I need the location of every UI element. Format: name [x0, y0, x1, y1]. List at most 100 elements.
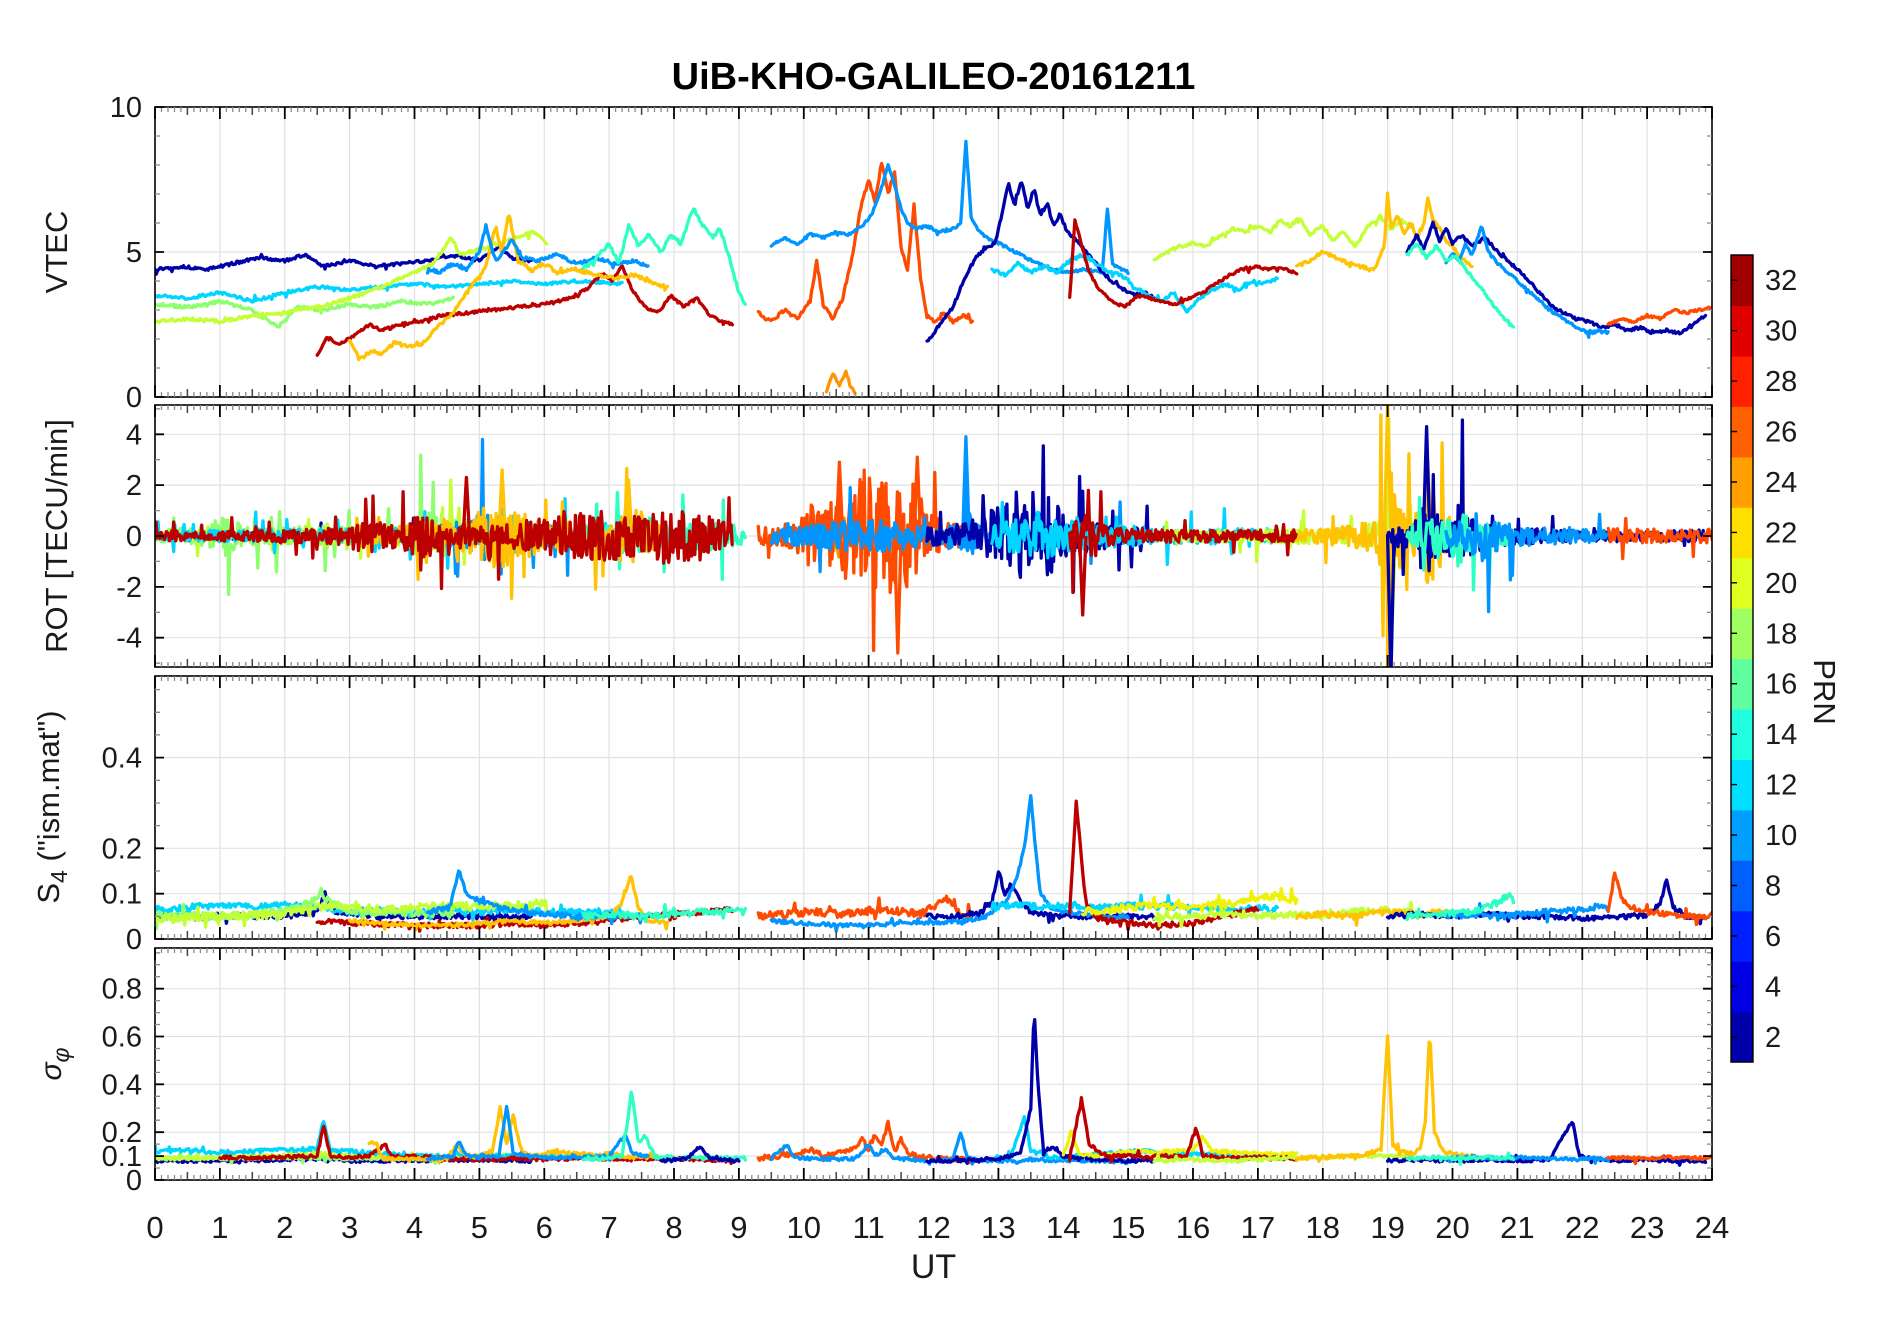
xtick-label: 5: [471, 1210, 488, 1245]
ytick-label-s4: 0.4: [102, 743, 142, 775]
series-vtec: [155, 139, 1712, 396]
xtick-label: 13: [981, 1210, 1015, 1245]
ytick-label-s4: 0: [126, 924, 142, 956]
ytick-label-rot: 2: [126, 470, 142, 502]
trace-prn-8: [1444, 225, 1610, 339]
trace-prn-30: [1068, 218, 1299, 309]
xtick-label: 12: [916, 1210, 950, 1245]
trace-prn-16: [155, 295, 456, 329]
trace-prn-12: [990, 500, 1279, 567]
xtick-label: 2: [276, 1210, 293, 1245]
colorbar-segment: [1731, 961, 1753, 1013]
colorbar-segment: [1731, 910, 1753, 962]
ytick-label-sigma_phi: 0: [126, 1165, 142, 1197]
panel-sigma_phi: 00.10.2 0.4 0.6 0.8: [102, 947, 1713, 1197]
trace-prn-30: [315, 264, 735, 357]
xtick-label: 1: [211, 1210, 228, 1245]
trace-prn-30: [1068, 488, 1298, 595]
trace-prn-12: [990, 893, 1279, 919]
ytick-label-vtec: 5: [126, 237, 142, 269]
colorbar-segment: [1731, 759, 1753, 811]
xtick-label: 21: [1500, 1210, 1534, 1245]
colorbar-tick-label: 32: [1765, 265, 1797, 297]
colorbar-segment: [1731, 1011, 1753, 1063]
ytick-label-vtec: 0: [126, 382, 142, 414]
prn-colorbar-label: PRN: [1807, 659, 1842, 725]
trace-prn-4: [1405, 220, 1708, 336]
trace-prn-3: [155, 244, 533, 276]
trace-prn-8: [1444, 901, 1610, 924]
xtick-label: 7: [600, 1210, 617, 1245]
trace-prn-8: [1444, 512, 1610, 614]
trace-prn-26: [1606, 516, 1712, 561]
trace-prn-8: [425, 1104, 650, 1162]
s4-label-rest: ("ism.mat"): [31, 710, 66, 871]
xtick-label: 19: [1370, 1210, 1404, 1245]
xtick-label: 8: [665, 1210, 682, 1245]
xtick-label: 24: [1695, 1210, 1729, 1245]
s4-label-subscript: 4: [46, 870, 72, 883]
trace-prn-26: [756, 161, 975, 325]
colorbar-tick-label: 18: [1765, 618, 1797, 650]
trace-prn-14: [581, 207, 748, 306]
colorbar-tick-label: 28: [1765, 366, 1797, 398]
ytick-label-sigma_phi: 0.4: [102, 1069, 142, 1101]
trace-prn-26: [756, 468, 974, 653]
xtick-label: 18: [1306, 1210, 1340, 1245]
ytick-label-rot: 4: [126, 419, 142, 451]
ytick-label-s4: 0.1: [102, 879, 142, 911]
trace-prn-18: [155, 898, 549, 929]
trace-prn-2: [925, 1017, 1156, 1165]
ytick-label-sigma_phi: 0.8: [102, 974, 142, 1006]
colorbar-segment: [1731, 406, 1753, 458]
ytick-label-vtec: 10: [110, 92, 142, 124]
series-s4: [155, 793, 1712, 933]
xtick-label: 15: [1111, 1210, 1145, 1245]
trace-prn-21: [347, 875, 670, 932]
sigma-subscript: φ: [48, 1047, 74, 1063]
sigma-phi-axis-label: σφ: [35, 1047, 74, 1081]
trace-prn-2: [925, 181, 1156, 343]
colorbar-tick-label: 8: [1765, 871, 1781, 903]
chart-title: UiB-KHO-GALILEO-20161211: [671, 56, 1196, 98]
rot-axis-label: ROT [TECU/min]: [39, 419, 74, 653]
trace-prn-12: [155, 1120, 624, 1162]
trace-prn-14: [1405, 891, 1516, 922]
ytick-label-sigma_phi: 0.6: [102, 1022, 142, 1054]
trace-prn-21: [347, 214, 670, 362]
ytick-label-sigma_phi: 0.2: [102, 1117, 142, 1149]
xtick-label: 20: [1435, 1210, 1469, 1245]
xtick-label: 6: [536, 1210, 553, 1245]
ytick-label-rot: 0: [126, 521, 142, 553]
colorbar-segment: [1731, 456, 1753, 508]
colorbar-segment: [1731, 557, 1753, 609]
xtick-label: 23: [1630, 1210, 1664, 1245]
xtick-label: 22: [1565, 1210, 1599, 1245]
ytick-label-rot: -2: [116, 572, 142, 604]
s4-axis-label: S4 ("ism.mat"): [31, 710, 72, 904]
ytick-label-s4: 0.2: [102, 833, 142, 865]
colorbar-tick-label: 10: [1765, 820, 1797, 852]
trace-prn-24: [824, 369, 857, 396]
colorbar-segment: [1731, 809, 1753, 861]
sigma-symbol: σ: [35, 1062, 68, 1081]
series-sigma_phi: [155, 1017, 1712, 1167]
xtick-label: 11: [853, 1210, 885, 1245]
colorbar-segment: [1731, 608, 1753, 660]
colorbar-tick-label: 4: [1765, 971, 1781, 1003]
trace-prn-20: [1081, 886, 1299, 917]
colorbar-segment: [1731, 658, 1753, 710]
trace-prn-26: [1606, 305, 1712, 326]
colorbar-tick-label: 26: [1765, 417, 1797, 449]
series-rot: [155, 405, 1712, 667]
trace-prn-14: [1405, 1151, 1516, 1166]
xtick-label: 10: [787, 1210, 821, 1245]
colorbar-segment: [1731, 708, 1753, 760]
x-axis-tick-labels: 0 1 2 3 4 5 6 7 8 9 10 11 12 13 14 15 16 17 18 19 20 21 22 23 24: [146, 1210, 1729, 1245]
s4-label-base: S: [31, 882, 66, 904]
trace-prn-26: [756, 894, 975, 921]
colorbar-segment: [1731, 255, 1753, 307]
trace-prn-21: [1295, 413, 1473, 667]
